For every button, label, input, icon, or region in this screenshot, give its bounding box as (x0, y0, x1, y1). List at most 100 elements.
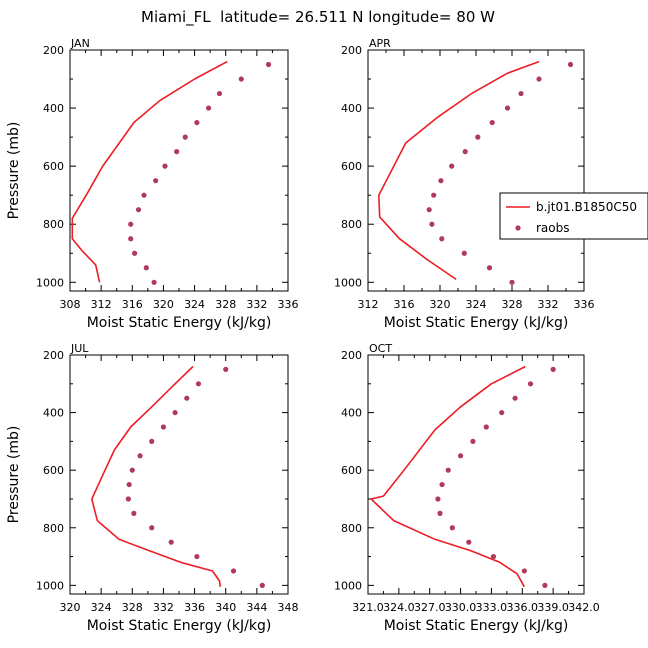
raobs-point (172, 409, 178, 416)
figure-title: Miami_FL latitude= 26.511 N longitude= 8… (141, 8, 495, 27)
raobs-point (137, 453, 143, 459)
model-profile-line (71, 60, 228, 283)
x-tick-label: 328 (502, 298, 523, 311)
x-tick-label: 308 (60, 298, 81, 311)
x-tick-label: 333.0 (476, 601, 508, 614)
raobs-point (182, 134, 188, 140)
chart-panels: 308 312 316 320 324 328 332 336 200 400 600 800 1000… (6, 37, 648, 634)
y-tick-label: 400 (43, 102, 64, 115)
x-tick-label: 344 (246, 601, 267, 614)
raobs-point (439, 236, 445, 242)
raobs-point (125, 496, 131, 502)
model-profile-line (370, 365, 526, 588)
x-tick-label: 312 (91, 298, 112, 311)
raobs-point (445, 467, 451, 473)
x-tick-label: 332 (538, 298, 559, 311)
x-tick-label: 320 (430, 298, 451, 311)
raobs-point (205, 105, 212, 111)
x-tick-label: 324.0 (383, 601, 415, 614)
x-axis-label: Moist Static Energy (kJ/kg) (384, 315, 569, 331)
x-tick-label: 324 (184, 298, 205, 311)
raobs-point (223, 366, 229, 372)
raobs-point (426, 207, 432, 213)
raobs-point (483, 424, 489, 430)
raobs-point (462, 149, 468, 155)
x-tick-label: 336 (278, 298, 299, 311)
x-tick-label: 336 (184, 601, 205, 614)
x-tick-label: 332 (153, 601, 174, 614)
x-axis-label: Moist Static Energy (kJ/kg) (87, 315, 272, 331)
y-tick-label: 1000 (334, 276, 362, 289)
chart-panel-jan: 308 312 316 320 324 328 332 336 200 400 600 800 1000… (6, 37, 299, 331)
raobs-point (490, 553, 497, 560)
y-tick-label: 1000 (36, 579, 64, 592)
plot-frame (69, 49, 289, 292)
x-tick-label: 316 (122, 298, 143, 311)
raobs-point (486, 265, 493, 271)
raobs-point (194, 119, 200, 126)
raobs-point (475, 134, 481, 140)
raobs-point (238, 76, 244, 82)
x-tick-label: 330.0 (445, 601, 477, 614)
y-tick-label: 600 (341, 464, 362, 477)
legend-label: b.jt01.B1850C50 (536, 200, 637, 214)
y-tick-label: 200 (341, 349, 362, 362)
raobs-point (128, 221, 134, 227)
legend-box (499, 192, 648, 240)
plot-frame (367, 49, 585, 292)
y-tick-label: 800 (341, 218, 362, 231)
raobs-point (438, 178, 444, 184)
chart-panel-jul: 320 324 328 332 336 340 344 348 200 400 600 800 1000… (6, 342, 299, 634)
x-axis-label: Moist Static Energy (kJ/kg) (384, 618, 569, 634)
raobs-point (131, 510, 137, 516)
raobs-point (149, 438, 155, 444)
raobs-point (132, 250, 138, 256)
y-tick-label: 400 (341, 407, 362, 420)
raobs-point (536, 76, 542, 82)
x-tick-label: 340 (215, 601, 236, 614)
raobs-point (449, 163, 455, 169)
raobs-point (141, 192, 147, 198)
raobs-point (504, 105, 511, 111)
y-tick-label: 400 (43, 407, 64, 420)
x-axis-label: Moist Static Energy (kJ/kg) (87, 618, 272, 634)
x-tick-label: 316 (394, 298, 415, 311)
x-tick-label: 320 (60, 601, 81, 614)
raobs-point (135, 207, 142, 213)
x-tick-label: 342.0 (568, 601, 600, 614)
y-tick-label: 800 (341, 522, 362, 535)
raobs-point (143, 265, 149, 271)
legend: b.jt01.B1850C50 raobs (499, 192, 648, 240)
raobs-point (259, 582, 265, 588)
y-tick-label: 200 (43, 349, 64, 362)
x-tick-label: 320 (153, 298, 174, 311)
raobs-point (128, 236, 134, 242)
raobs-point (466, 539, 472, 545)
panel-label: APR (369, 37, 391, 50)
y-tick-label: 600 (43, 160, 64, 173)
y-tick-label: 800 (43, 218, 64, 231)
raobs-point (435, 496, 441, 502)
chart-panel-oct: 321.0 324.0 327.0 330.0 333.0 336.0 339.0 342.0… (334, 342, 600, 634)
x-tick-label: 336 (574, 298, 595, 311)
raobs-point (437, 510, 443, 516)
raobs-point (431, 192, 437, 198)
raobs-point (461, 250, 467, 256)
x-tick-label: 348 (278, 601, 299, 614)
model-profile-line (377, 60, 540, 281)
legend-marker-swatch (515, 225, 521, 231)
panel-label: OCT (369, 342, 392, 355)
raobs-point (518, 90, 524, 97)
raobs-point (470, 438, 476, 444)
raobs-point (149, 525, 155, 531)
x-tick-label: 328 (215, 298, 236, 311)
chart-panel-apr: 312 316 320 324 328 332 336 200 400 600 800 1000 APR… (334, 37, 648, 331)
raobs-point (162, 163, 168, 169)
y-tick-label: 400 (341, 102, 362, 115)
x-tick-label: 332 (246, 298, 267, 311)
raobs-point (457, 453, 464, 459)
x-tick-label: 339.0 (537, 601, 569, 614)
raobs-point (174, 149, 180, 155)
raobs-point (184, 395, 190, 401)
